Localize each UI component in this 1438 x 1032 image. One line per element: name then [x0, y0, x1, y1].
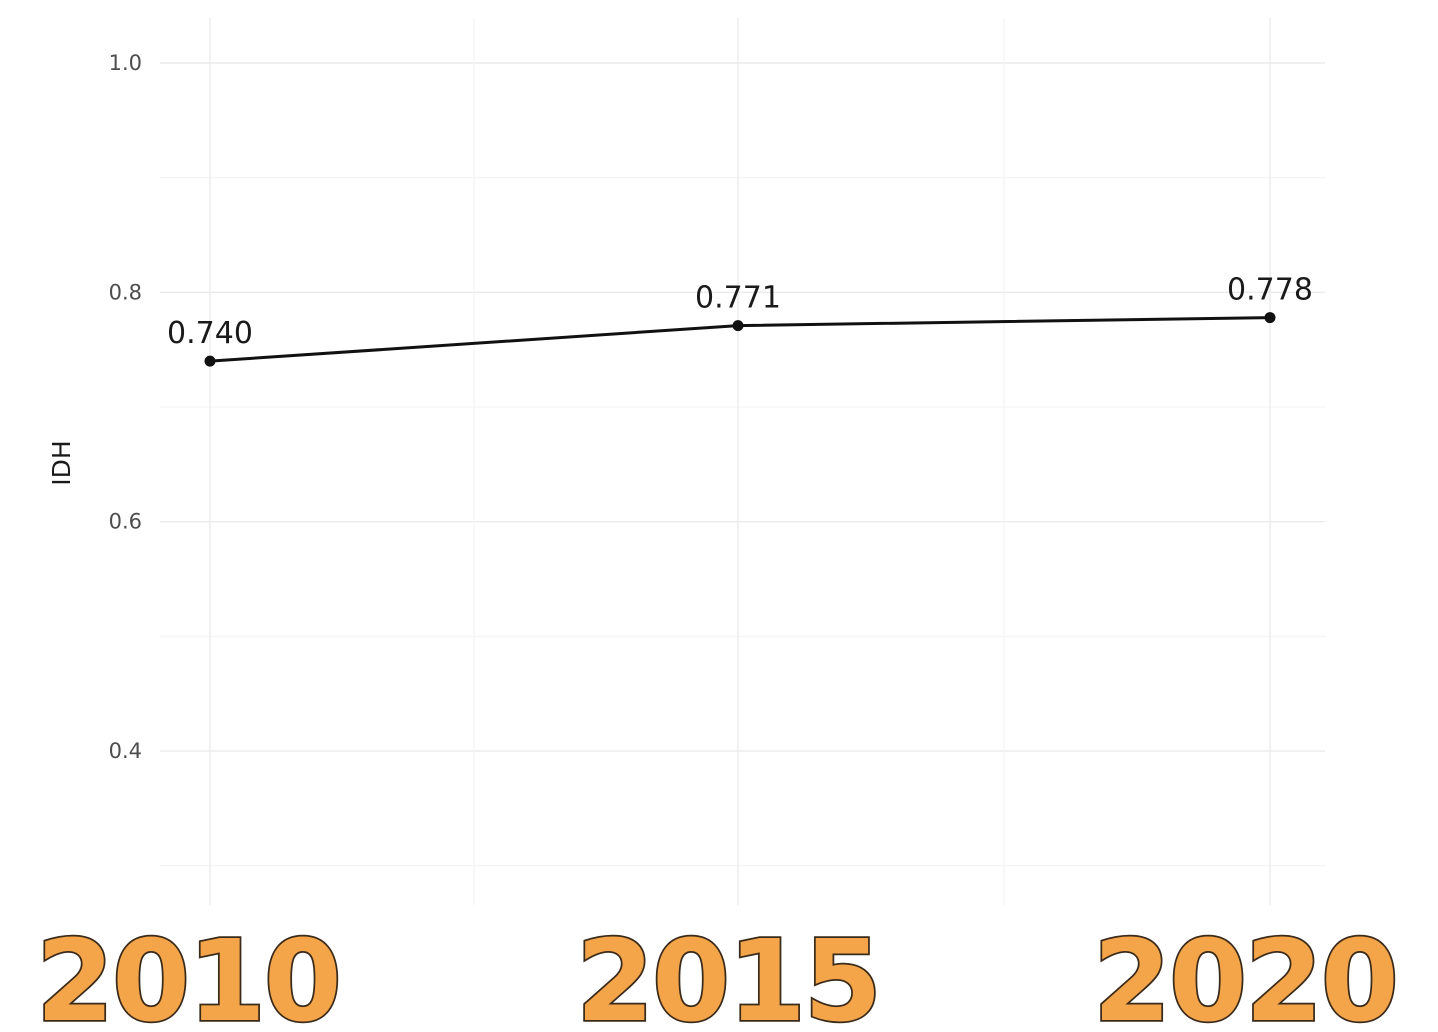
y-axis-title: IDH: [47, 440, 76, 485]
data-label: 0.740: [167, 316, 253, 351]
x-tick-label: 2020: [1093, 917, 1397, 1032]
y-tick-label: 0.8: [109, 280, 142, 304]
data-label: 0.771: [695, 281, 781, 316]
x-axis-tick-labels: 2010 2015 2020: [34, 915, 1400, 1032]
data-labels: 0.740 0.771 0.778: [167, 273, 1313, 352]
grid: [160, 18, 1325, 905]
y-axis-tick-labels: 0.4 0.6 0.8 1.0: [109, 51, 142, 763]
x-tick-label: 2010: [36, 917, 340, 1032]
y-tick-label: 0.4: [109, 739, 142, 763]
y-tick-label: 0.6: [109, 510, 142, 534]
x-tick-label: 2015: [576, 917, 880, 1032]
series-idh: [204, 312, 1276, 367]
y-tick-label: 1.0: [109, 51, 142, 75]
data-point: [732, 320, 744, 332]
data-point: [1264, 312, 1276, 324]
data-point: [204, 355, 216, 367]
data-label: 0.778: [1227, 273, 1313, 308]
